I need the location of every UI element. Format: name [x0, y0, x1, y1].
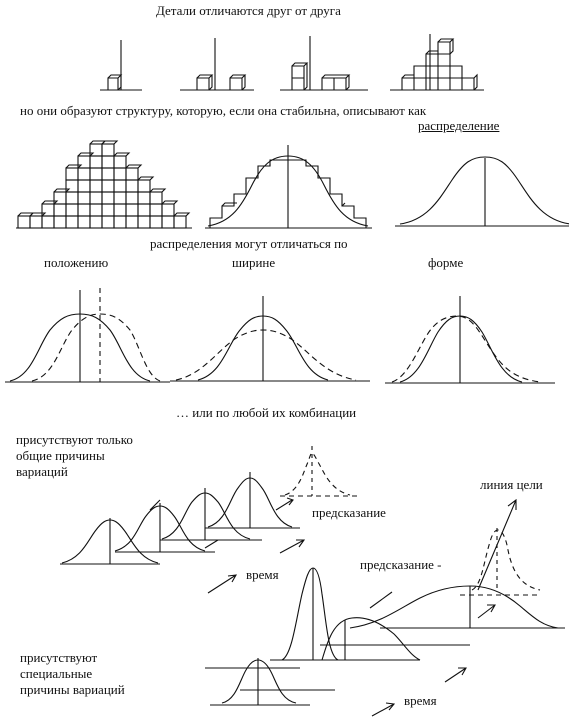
block-cube	[89, 191, 103, 205]
block-top-edge	[78, 153, 93, 156]
block-cube	[53, 215, 67, 229]
special-causes-line-2: специальные	[20, 666, 93, 681]
block-cube	[137, 215, 151, 229]
common-causes-label: присутствуют только общие причины вариац…	[16, 432, 133, 480]
location-comparison	[5, 288, 170, 382]
time-arrow-1	[208, 540, 304, 593]
histogram-with-curve	[205, 145, 372, 228]
block-cube	[89, 179, 103, 193]
prediction-label-1: предсказание	[312, 505, 386, 520]
block-cube	[113, 179, 127, 193]
target-line-label: линия цели	[480, 477, 543, 492]
block-stack-2	[180, 38, 254, 90]
common-causes-line-3: вариаций	[16, 464, 68, 479]
block-cube	[89, 215, 103, 229]
block-cube	[65, 203, 79, 217]
block-cube	[161, 203, 175, 217]
block-cube	[125, 203, 139, 217]
block-cube	[149, 215, 163, 229]
block-cube	[17, 215, 31, 229]
time-label-1: время	[246, 567, 279, 582]
block-cube	[113, 191, 127, 205]
block-cube	[65, 167, 79, 181]
differ-caption: распределения могут отличаться по	[150, 236, 348, 251]
block-cube	[113, 155, 127, 169]
large-block-structure	[16, 141, 192, 229]
block-cube	[137, 179, 151, 193]
block-stack-3	[280, 36, 368, 90]
stable-process-curves	[60, 446, 360, 564]
by-width-label: ширине	[232, 255, 276, 270]
block-cube	[89, 167, 103, 181]
block-cube	[65, 215, 79, 229]
common-causes-line-2: общие причины	[16, 448, 105, 463]
block-cube	[89, 155, 103, 169]
block-cube	[77, 203, 91, 217]
by-location-label: положению	[44, 255, 109, 270]
block-cube	[65, 191, 79, 205]
block-cube	[161, 215, 175, 229]
block-top-edge	[66, 165, 81, 168]
block-cube	[101, 167, 115, 181]
block-cube	[149, 191, 163, 205]
structure-caption: но они образуют структуру, которую, если…	[20, 103, 427, 118]
prediction-label-2: предсказание -	[360, 557, 442, 572]
block-top-edge	[54, 189, 69, 192]
block-cube	[113, 215, 127, 229]
block-top-edge	[174, 213, 189, 216]
special-causes-line-3: причины вариаций	[20, 682, 125, 697]
smooth-distribution-curve	[395, 157, 569, 226]
time-label-2: время	[404, 693, 437, 708]
shape-comparison	[385, 296, 555, 383]
block-cube	[101, 203, 115, 217]
block-cube	[101, 179, 115, 193]
block-top-edge	[114, 153, 129, 156]
distribution-word: распределение	[418, 118, 500, 133]
time-arrow-2	[372, 668, 466, 716]
title: Детали отличаются друг от друга	[156, 3, 341, 18]
block-cube	[77, 179, 91, 193]
block-cube	[101, 215, 115, 229]
common-causes-line-1: присутствуют только	[16, 432, 133, 447]
block-cube	[125, 215, 139, 229]
target-line-arrow	[478, 500, 516, 590]
block-stack-1	[100, 40, 142, 90]
block-cube	[113, 167, 127, 181]
by-shape-label: форме	[428, 255, 464, 270]
block-cube	[53, 203, 67, 217]
block-cube	[137, 191, 151, 205]
block-top-edge	[102, 141, 117, 144]
block-cube	[101, 155, 115, 169]
block-cube	[137, 203, 151, 217]
block-cube	[77, 167, 91, 181]
block-stack-4	[390, 34, 484, 90]
block-top-edge	[162, 201, 177, 204]
block-cube	[125, 191, 139, 205]
width-comparison	[170, 296, 370, 381]
block-cube	[41, 215, 55, 229]
block-cube	[77, 215, 91, 229]
block-cube	[149, 203, 163, 217]
block-cube	[77, 191, 91, 205]
block-cube	[125, 179, 139, 193]
block-top-edge	[126, 165, 141, 168]
block-top-edge	[138, 177, 153, 180]
block-cube	[89, 203, 103, 217]
block-cube	[101, 191, 115, 205]
block-top-edge	[150, 189, 165, 192]
block-top-edge	[30, 213, 45, 216]
special-causes-label: присутствуют специальные причины вариаци…	[20, 650, 125, 698]
block-cube	[113, 203, 127, 217]
special-causes-line-1: присутствуют	[20, 650, 98, 665]
block-cube	[125, 167, 139, 181]
block-cube	[173, 215, 187, 229]
block-cube	[101, 143, 115, 157]
or-combination-caption: … или по любой их комбинации	[176, 405, 357, 420]
unstable-process-curves	[205, 528, 565, 705]
block-cube	[29, 215, 43, 229]
block-top-edge	[42, 201, 57, 204]
